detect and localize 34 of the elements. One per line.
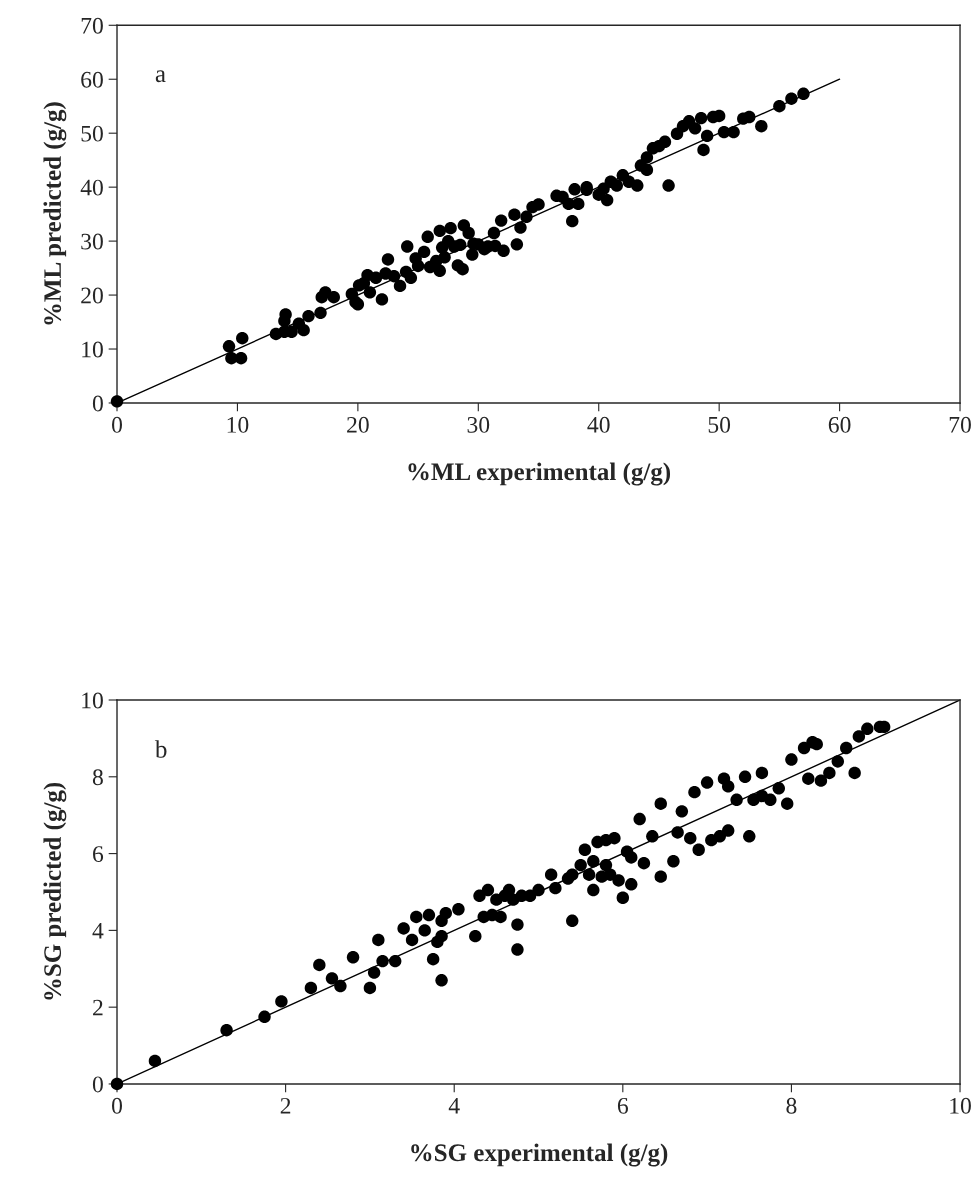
y-tick-label: 4 bbox=[92, 923, 104, 939]
y-axis-title: %ML predicted (g/g) bbox=[43, 102, 67, 325]
y-tick-label: 20 bbox=[81, 287, 103, 304]
x-tick-label: 70 bbox=[949, 416, 971, 433]
y-tick-label: 6 bbox=[93, 846, 104, 863]
y-tick-label: 2 bbox=[93, 999, 103, 1016]
x-tick-label: 0 bbox=[112, 1097, 123, 1114]
y-tick-label: 0 bbox=[92, 1076, 103, 1093]
x-tick-label: 2 bbox=[280, 1097, 291, 1114]
x-tick-label: 4 bbox=[448, 1098, 460, 1114]
y-tick-label: 10 bbox=[82, 341, 103, 358]
y-tick-label: 40 bbox=[80, 179, 103, 196]
y-tick-label: 8 bbox=[92, 769, 103, 786]
x-axis-title: %ML experimental (g/g) bbox=[408, 462, 671, 486]
x-tick-label: 60 bbox=[828, 416, 851, 433]
x-tick-label: 8 bbox=[786, 1097, 797, 1114]
x-axis-title: %SG experimental (g/g) bbox=[411, 1143, 668, 1167]
y-tick-label: 60 bbox=[81, 71, 103, 88]
x-tick-label: 40 bbox=[587, 416, 610, 433]
annotation: a bbox=[155, 70, 166, 83]
y-tick-label: 0 bbox=[92, 395, 103, 412]
y-tick-label: 30 bbox=[81, 233, 103, 250]
x-tick-label: 30 bbox=[467, 416, 490, 433]
x-tick-label: 20 bbox=[347, 416, 369, 433]
x-tick-label: 0 bbox=[112, 416, 123, 433]
y-axis-title: %SG predicted (g/g) bbox=[43, 782, 67, 1000]
annotation: b bbox=[154, 740, 167, 758]
x-tick-label: 50 bbox=[708, 416, 731, 433]
y-tick-label: 10 bbox=[82, 692, 103, 709]
x-tick-label: 10 bbox=[950, 1097, 971, 1114]
y-tick-label: 70 bbox=[81, 17, 103, 34]
x-tick-label: 10 bbox=[227, 416, 249, 433]
y-tick-label: 50 bbox=[81, 125, 103, 142]
x-tick-label: 6 bbox=[617, 1097, 629, 1114]
